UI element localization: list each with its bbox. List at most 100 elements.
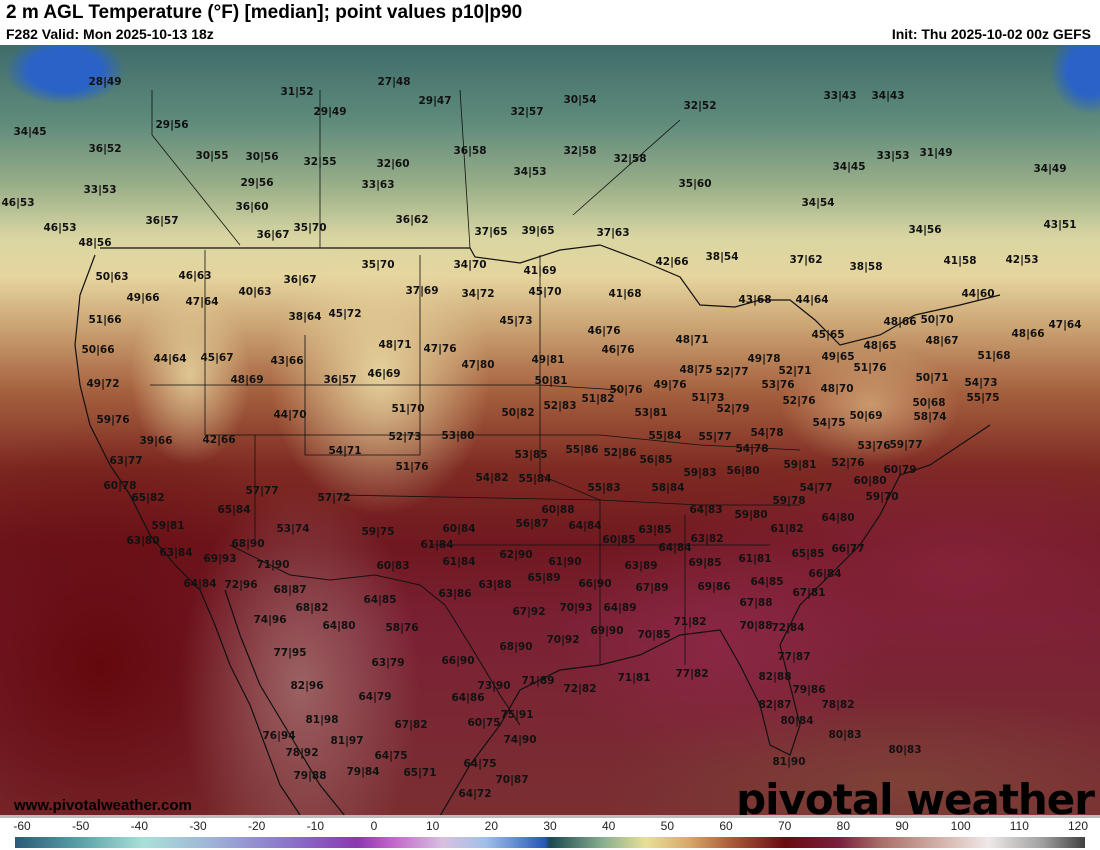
point-value-label: 43|68 <box>738 294 772 306</box>
point-value-label: 35|70 <box>361 259 395 271</box>
point-value-label: 74|96 <box>253 614 287 626</box>
point-value-label: 48|56 <box>78 237 112 249</box>
point-value-label: 63|77 <box>109 455 143 467</box>
point-value-label: 67|88 <box>739 597 773 609</box>
point-value-label: 64|75 <box>374 750 408 762</box>
point-value-label: 41|68 <box>608 288 642 300</box>
point-value-label: 63|84 <box>159 547 193 559</box>
point-value-label: 64|84 <box>658 542 692 554</box>
state-line <box>339 494 800 506</box>
point-value-label: 53|80 <box>441 430 475 442</box>
point-value-label: 54|82 <box>475 472 509 484</box>
point-value-label: 44|60 <box>961 288 995 300</box>
state-line <box>255 434 801 451</box>
point-value-label: 63|85 <box>638 524 672 536</box>
point-value-label: 81|90 <box>772 756 806 768</box>
colorbar-tick-label: 30 <box>543 819 557 833</box>
west-coastline <box>74 254 301 816</box>
point-value-label: 37|65 <box>474 226 508 238</box>
point-value-label: 52|76 <box>782 395 816 407</box>
point-value-label: 28|49 <box>88 76 122 88</box>
point-value-label: 52|79 <box>716 403 750 415</box>
point-value-label: 37|62 <box>789 254 823 266</box>
point-value-label: 29|56 <box>240 177 274 189</box>
point-value-label: 44|70 <box>273 409 307 421</box>
point-value-label: 81|98 <box>305 714 339 726</box>
point-value-label: 59|78 <box>772 495 806 507</box>
baja-coastline <box>224 589 346 816</box>
colorbar-tick-label: -40 <box>130 819 148 833</box>
colorbar-tick-label: 10 <box>425 819 440 833</box>
point-value-label: 67|89 <box>635 582 669 594</box>
point-value-label: 44|64 <box>795 294 829 306</box>
point-value-label: 55|84 <box>648 430 682 442</box>
point-value-label: 34|70 <box>453 259 487 271</box>
point-value-label: 38|58 <box>849 261 883 273</box>
point-value-label: 36|60 <box>235 201 269 213</box>
point-value-label: 69|90 <box>590 625 624 637</box>
point-value-label: 63|82 <box>690 533 724 545</box>
point-value-label: 60|84 <box>442 523 476 535</box>
point-value-label: 43|51 <box>1043 219 1077 231</box>
point-value-label: 55|86 <box>565 444 599 456</box>
point-value-label: 40|63 <box>238 286 272 298</box>
point-value-label: 45|70 <box>528 286 562 298</box>
point-value-label: 32|55 <box>303 156 337 168</box>
gulf-coastline <box>439 424 991 816</box>
point-value-label: 32|60 <box>376 158 410 170</box>
point-value-label: 64|84 <box>183 578 217 590</box>
pivotal-weather-logo: pivotal weather <box>736 775 1095 816</box>
point-value-label: 67|81 <box>792 587 826 599</box>
point-value-label: 36|57 <box>323 374 357 386</box>
point-value-label: 73|90 <box>477 680 511 692</box>
point-value-label: 49|66 <box>126 292 160 304</box>
point-value-label: 68|87 <box>273 584 307 596</box>
point-value-label: 36|57 <box>145 215 179 227</box>
point-value-label: 37|69 <box>405 285 439 297</box>
point-value-label: 47|64 <box>185 296 219 308</box>
point-value-label: 46|53 <box>1 197 35 209</box>
point-value-label: 31|52 <box>280 86 314 98</box>
point-value-label: 64|80 <box>322 620 356 632</box>
colorbar-tick-label: 0 <box>370 819 378 833</box>
point-value-label: 52|73 <box>388 431 422 443</box>
point-value-label: 64|75 <box>463 758 497 770</box>
point-value-label: 60|83 <box>376 560 410 572</box>
point-value-label: 45|72 <box>328 308 362 320</box>
point-value-label: 64|85 <box>363 594 397 606</box>
colorbar-tick-label: 100 <box>950 819 971 833</box>
point-value-label: 66|90 <box>578 578 612 590</box>
point-value-label: 54|73 <box>964 377 998 389</box>
point-value-label: 53|85 <box>514 449 548 461</box>
point-value-label: 34|56 <box>908 224 942 236</box>
point-value-label: 48|65 <box>863 340 897 352</box>
colorbar-tick-label: 20 <box>484 819 499 833</box>
point-value-label: 69|86 <box>697 581 731 593</box>
point-value-label: 29|47 <box>418 95 452 107</box>
colorbar-tick-label: 80 <box>836 819 851 833</box>
point-value-label: 64|84 <box>568 520 602 532</box>
point-value-label: 79|84 <box>346 766 380 778</box>
point-value-label: 48|66 <box>883 316 917 328</box>
map-title: 2 m AGL Temperature (°F) [median]; point… <box>6 2 523 23</box>
point-value-label: 71|81 <box>617 672 651 684</box>
colorbar-tick-label: 90 <box>895 819 909 833</box>
point-value-label: 55|77 <box>698 431 732 443</box>
point-value-label: 79|86 <box>792 684 826 696</box>
init-time: Init: Thu 2025-10-02 00z GEFS <box>891 26 1091 42</box>
point-value-label: 39|65 <box>521 225 555 237</box>
point-value-label: 35|70 <box>293 222 327 234</box>
colorbar-tick-label: -60 <box>13 819 31 833</box>
point-value-label: 65|84 <box>217 504 251 516</box>
point-value-label: 48|75 <box>679 364 713 376</box>
temperature-map[interactable]: www.pivotalweather.com pivotal weather 2… <box>0 45 1100 816</box>
point-value-label: 82|96 <box>290 680 324 692</box>
us-mexico-border <box>229 544 521 726</box>
colorbar-tick-label: -20 <box>247 819 266 833</box>
point-value-label: 45|65 <box>811 329 845 341</box>
point-value-label: 56|80 <box>726 465 760 477</box>
state-line <box>151 90 241 246</box>
point-value-label: 34|54 <box>801 197 835 209</box>
point-value-label: 35|60 <box>678 178 712 190</box>
